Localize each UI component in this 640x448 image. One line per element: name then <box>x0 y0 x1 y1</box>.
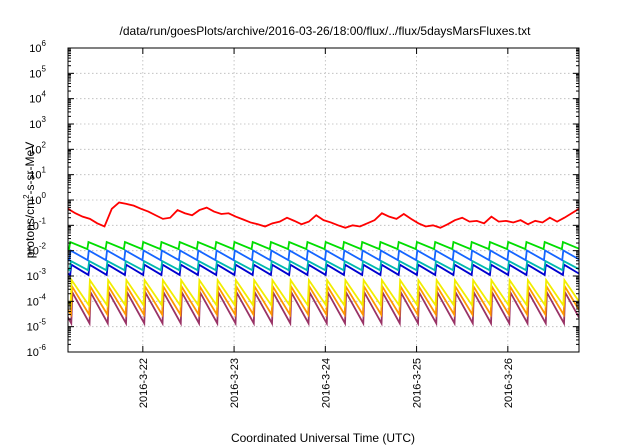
y-tick-label: 10-1 <box>27 216 47 232</box>
y-axis-label-sup: 2 <box>22 194 31 199</box>
y-tick-exp: 4 <box>42 90 47 99</box>
chart-title: /data/run/goesPlots/archive/2016-03-26/1… <box>120 24 532 38</box>
y-tick-exp: -2 <box>39 242 47 251</box>
y-tick-exp: 5 <box>42 64 47 73</box>
y-tick-base: 10 <box>27 246 39 258</box>
y-tick-base: 10 <box>27 322 39 334</box>
series-line-5 <box>68 263 579 277</box>
y-tick-label: 10-4 <box>27 292 47 308</box>
y-tick-exp: 6 <box>42 39 47 48</box>
series-line-7 <box>68 283 579 318</box>
y-tick-label: 10-5 <box>27 318 47 334</box>
x-tick-label: 2016-3-25 <box>412 358 424 408</box>
y-tick-exp: -5 <box>39 318 47 327</box>
y-tick-label: 102 <box>29 140 46 156</box>
series-line-6 <box>68 277 579 309</box>
y-tick-exp: 1 <box>42 166 47 175</box>
y-tick-base: 10 <box>27 220 39 232</box>
y-tick-exp: -3 <box>39 267 47 276</box>
y-tick-exp: -4 <box>39 292 47 301</box>
y-axis-label-suffix: -s-sr-MeV <box>23 142 37 195</box>
y-tick-base: 10 <box>29 119 41 131</box>
y-tick-exp: -6 <box>39 343 47 352</box>
y-tick-label: 103 <box>29 115 46 131</box>
y-tick-label: 104 <box>29 90 46 106</box>
y-tick-label: 100 <box>29 191 46 207</box>
y-tick-exp: 2 <box>42 140 47 149</box>
y-tick-exp: -1 <box>39 216 47 225</box>
y-tick-exp: 0 <box>42 191 47 200</box>
y-tick-base: 10 <box>29 170 41 182</box>
y-tick-label: 10-2 <box>27 242 47 258</box>
y-tick-label: 105 <box>29 64 46 80</box>
y-tick-base: 10 <box>27 296 39 308</box>
x-tick-label: 2016-3-23 <box>229 358 241 408</box>
series-line-3 <box>68 248 579 262</box>
series-group <box>68 201 579 327</box>
series-line-1 <box>68 201 579 229</box>
x-axis-label: Coordinated Universal Time (UTC) <box>231 431 415 445</box>
y-tick-base: 10 <box>27 347 39 359</box>
y-tick-label: 10-6 <box>27 343 47 359</box>
y-tick-label: 10-3 <box>27 267 47 283</box>
y-tick-base: 10 <box>29 43 41 55</box>
series-line-8 <box>68 289 579 327</box>
x-tick-label: 2016-3-24 <box>320 358 332 408</box>
x-tick-label: 2016-3-26 <box>503 358 515 408</box>
y-tick-base: 10 <box>29 144 41 156</box>
x-tick-label: 2016-3-22 <box>138 358 150 408</box>
y-tick-base: 10 <box>29 68 41 80</box>
y-tick-label: 106 <box>29 39 46 55</box>
y-tick-base: 10 <box>27 271 39 283</box>
y-axis-label: protons/cm2-s-sr-MeV <box>22 142 37 258</box>
y-tick-label: 101 <box>29 166 46 182</box>
ticks: 10-610-510-410-310-210-11001011021031041… <box>27 39 579 408</box>
series-line-2 <box>68 240 579 251</box>
y-tick-base: 10 <box>29 94 41 106</box>
series-line-4 <box>68 259 579 272</box>
y-axis-label-prefix: protons/cm <box>23 199 37 258</box>
y-tick-base: 10 <box>29 195 41 207</box>
y-tick-exp: 3 <box>42 115 47 124</box>
